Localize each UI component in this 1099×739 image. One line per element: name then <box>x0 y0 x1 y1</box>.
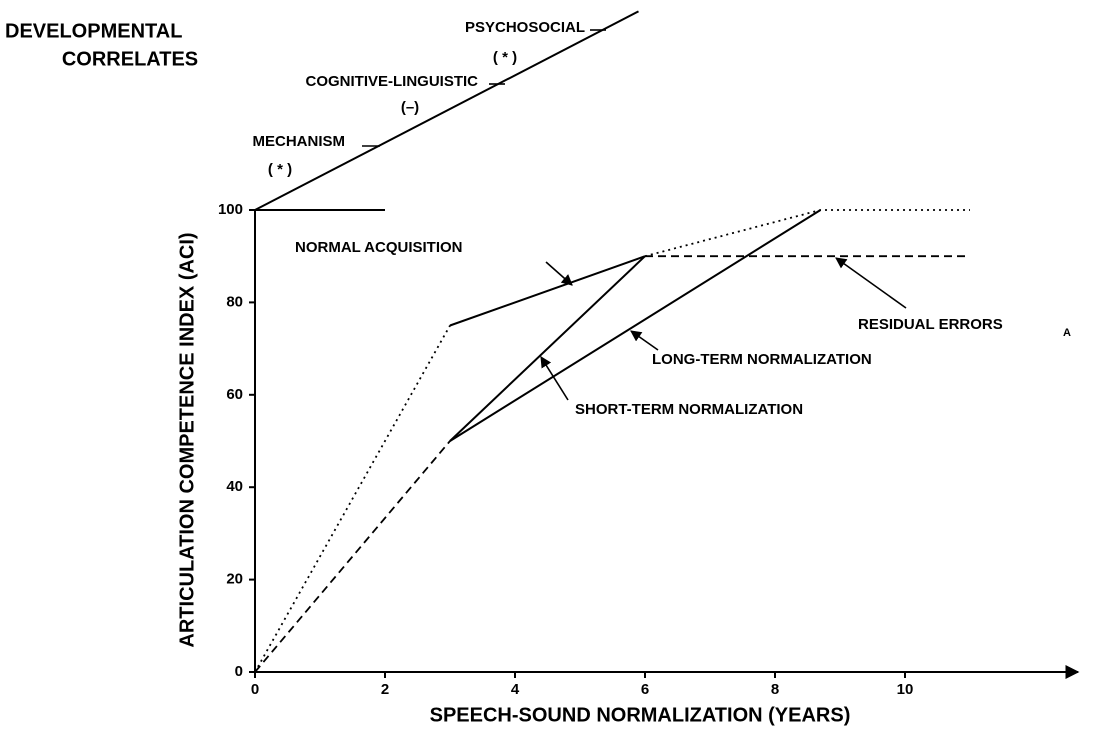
x-tick-label: 6 <box>641 681 649 698</box>
annotation: A <box>1063 327 1071 339</box>
annotation: (–) <box>401 99 419 116</box>
x-tick-label: 0 <box>251 681 259 698</box>
annotation: RESIDUAL ERRORS <box>858 316 1003 333</box>
annotation: ( * ) <box>268 161 292 178</box>
annotation: NORMAL ACQUISITION <box>295 239 463 256</box>
y-tick-label: 20 <box>226 571 243 588</box>
y-tick-label: 80 <box>226 293 243 310</box>
line-segment <box>254 325 451 673</box>
annotation: ( * ) <box>493 49 517 66</box>
annotation: SHORT-TERM NORMALIZATION <box>575 401 803 418</box>
y-axis-label: ARTICULATION COMPETENCE INDEX (ACI) <box>176 232 198 647</box>
title-line: DEVELOPMENTAL <box>5 20 182 42</box>
x-axis-label: SPEECH-SOUND NORMALIZATION (YEARS) <box>430 704 851 726</box>
y-tick-label: 100 <box>218 201 243 218</box>
line-segment <box>449 255 646 442</box>
x-tick-label: 8 <box>771 681 779 698</box>
y-tick-label: 0 <box>235 663 243 680</box>
title-line: CORRELATES <box>62 48 198 70</box>
annotation: PSYCHOSOCIAL <box>465 19 585 36</box>
arrow <box>540 356 569 401</box>
x-tick-label: 2 <box>381 681 389 698</box>
annotation: COGNITIVE-LINGUISTIC <box>306 73 479 90</box>
arrow <box>630 330 659 351</box>
line-segment <box>254 10 639 211</box>
y-tick-label: 40 <box>226 478 243 495</box>
line-segment <box>254 440 451 673</box>
line-segment <box>449 255 646 327</box>
annotation: MECHANISM <box>253 133 346 150</box>
arrow <box>835 257 907 309</box>
annotation: LONG-TERM NORMALIZATION <box>652 351 872 368</box>
arrow <box>545 261 573 286</box>
line-segment <box>449 209 822 442</box>
x-tick-label: 10 <box>897 681 914 698</box>
y-tick-label: 60 <box>226 386 243 403</box>
x-tick-label: 4 <box>511 681 520 698</box>
